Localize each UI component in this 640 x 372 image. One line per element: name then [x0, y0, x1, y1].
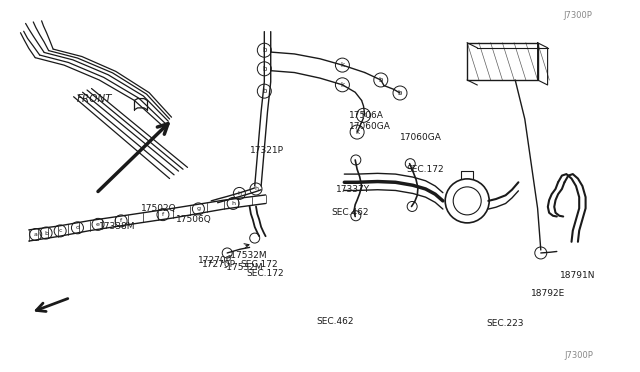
- Text: g: g: [196, 206, 200, 211]
- Text: -17532M: -17532M: [227, 251, 267, 260]
- Text: f: f: [162, 212, 164, 217]
- Text: FRONT: FRONT: [77, 94, 112, 103]
- Text: 17270P: 17270P: [198, 256, 232, 265]
- Text: k: k: [340, 82, 344, 88]
- Text: 17321P: 17321P: [250, 146, 284, 155]
- Text: b: b: [398, 90, 402, 96]
- Text: b: b: [262, 47, 266, 53]
- Text: SEC.172: SEC.172: [240, 260, 278, 269]
- Text: k: k: [340, 62, 344, 68]
- Text: f: f: [120, 218, 122, 224]
- Text: J7300P: J7300P: [564, 351, 593, 360]
- Text: b: b: [262, 88, 266, 94]
- Text: c: c: [58, 228, 62, 233]
- Text: h: h: [231, 201, 235, 206]
- Text: k: k: [362, 112, 365, 118]
- Text: 17060GA: 17060GA: [400, 133, 442, 142]
- Text: SEC.462: SEC.462: [332, 208, 369, 217]
- Text: SEC.172: SEC.172: [406, 165, 444, 174]
- Text: 17060GA: 17060GA: [349, 122, 390, 131]
- Text: 17338M: 17338M: [99, 222, 136, 231]
- Text: a: a: [34, 232, 38, 237]
- Text: b: b: [262, 66, 266, 72]
- Text: SEC.462: SEC.462: [317, 317, 355, 326]
- Text: 18791N: 18791N: [560, 271, 595, 280]
- Text: SEC.223: SEC.223: [486, 319, 524, 328]
- Text: -17532M: -17532M: [224, 263, 264, 272]
- Text: 17270P: 17270P: [202, 260, 236, 269]
- Text: 17506A: 17506A: [349, 111, 383, 120]
- Text: 17502Q: 17502Q: [141, 204, 177, 213]
- Text: b: b: [379, 77, 383, 83]
- Text: h: h: [254, 186, 258, 192]
- Text: SEC.172: SEC.172: [246, 269, 284, 278]
- Bar: [467, 43, 538, 80]
- Text: 17506Q: 17506Q: [176, 215, 212, 224]
- Text: J7300P: J7300P: [563, 11, 592, 20]
- Text: b: b: [44, 231, 48, 235]
- Text: d: d: [76, 225, 79, 230]
- Text: h: h: [237, 191, 241, 196]
- Text: 18792E: 18792E: [531, 289, 566, 298]
- Text: 17337Y: 17337Y: [336, 185, 370, 194]
- Text: k: k: [355, 129, 359, 135]
- Text: e: e: [96, 222, 100, 227]
